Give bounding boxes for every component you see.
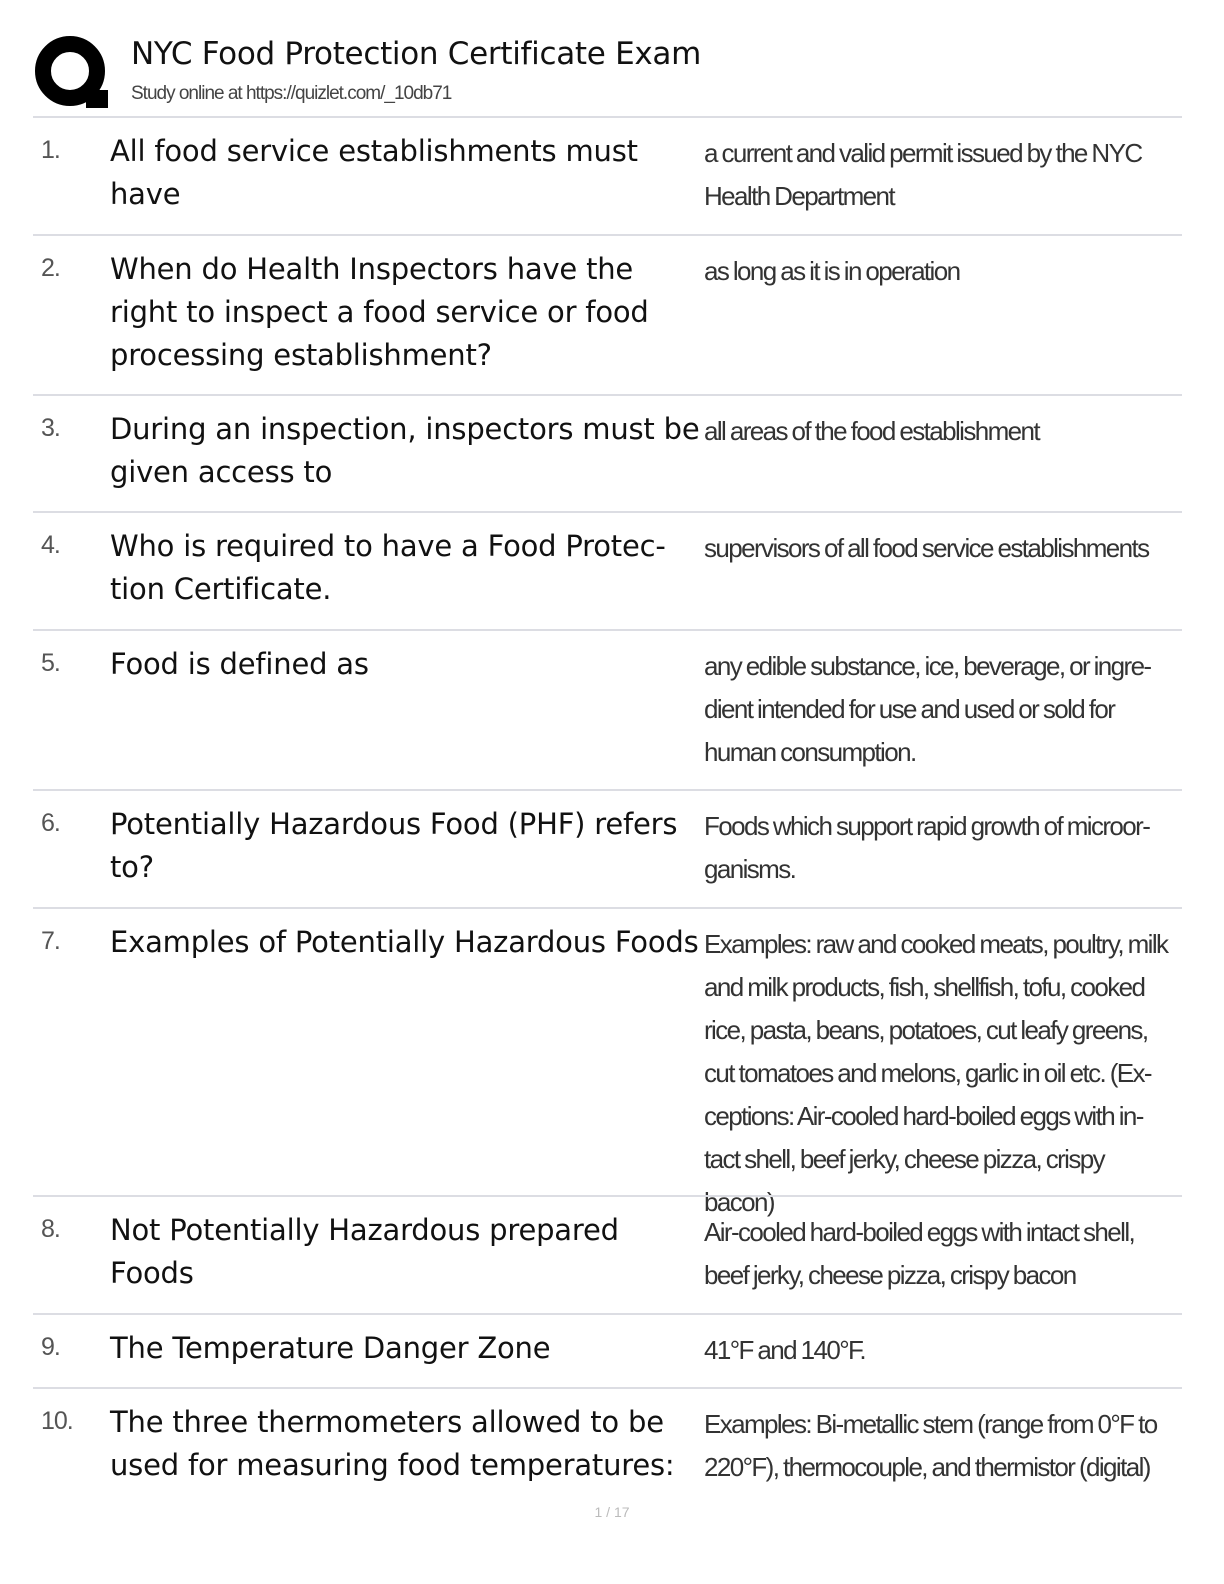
divider [33,629,1182,631]
card-term: During an inspection, inspectors must be… [110,412,700,489]
card-number: 2. [41,254,61,282]
card-definition: all areas of the food establishment [704,416,1041,446]
card-number: 9. [41,1333,61,1361]
divider [33,1195,1182,1197]
card-term: Food is defined as [110,647,369,681]
divider [33,789,1182,791]
card-number: 3. [41,414,61,442]
card-number: 1. [41,136,61,164]
divider [33,394,1182,396]
card-term: All food service establishments must hav… [110,134,638,211]
card-number: 7. [41,927,61,955]
card-term: Examples of Potentially Hazardous Foods [110,925,699,959]
card-definition: Foods which support rapid growth of micr… [704,811,1151,884]
card-definition: 41°F and 140°F. [704,1335,867,1365]
card-definition: any edible substance, ice, beverage, or … [704,651,1152,767]
divider [33,116,1182,118]
card-term: The three thermometers allowed to be use… [110,1405,675,1482]
card-definition: Air-cooled hard-boiled eggs with intact … [704,1217,1136,1290]
card-number: 8. [41,1215,61,1243]
card-term: Who is required to have a Food Protec-ti… [110,529,666,606]
divider [33,511,1182,513]
card-definition: Examples: Bi-metallic stem (range from 0… [704,1409,1158,1482]
card-number: 5. [41,649,61,677]
card-number: 10. [41,1407,74,1435]
document-title: NYC Food Protection Certificate Exam [131,36,702,72]
divider [33,907,1182,909]
divider [33,234,1182,236]
page-number: 1 / 17 [594,1504,630,1520]
card-number: 4. [41,531,61,559]
card-definition: as long as it is in operation [704,256,961,286]
card-definition: a current and valid permit issued by the… [704,138,1143,211]
quizlet-logo-icon [35,36,108,108]
card-number: 6. [41,809,61,837]
divider [33,1313,1182,1315]
card-definition: supervisors of all food service establis… [704,533,1150,563]
study-online-link[interactable]: Study online at https://quizlet.com/_10d… [131,83,452,104]
card-definition: Examples: raw and cooked meats, poultry,… [704,929,1169,1217]
divider [33,1387,1182,1389]
card-term: Potentially Hazardous Food (PHF) refers … [110,807,678,884]
card-term: Not Potentially Hazardous prepared Foods [110,1213,619,1290]
card-term: The Temperature Danger Zone [110,1331,551,1365]
card-term: When do Health Inspectors have the right… [110,252,649,372]
